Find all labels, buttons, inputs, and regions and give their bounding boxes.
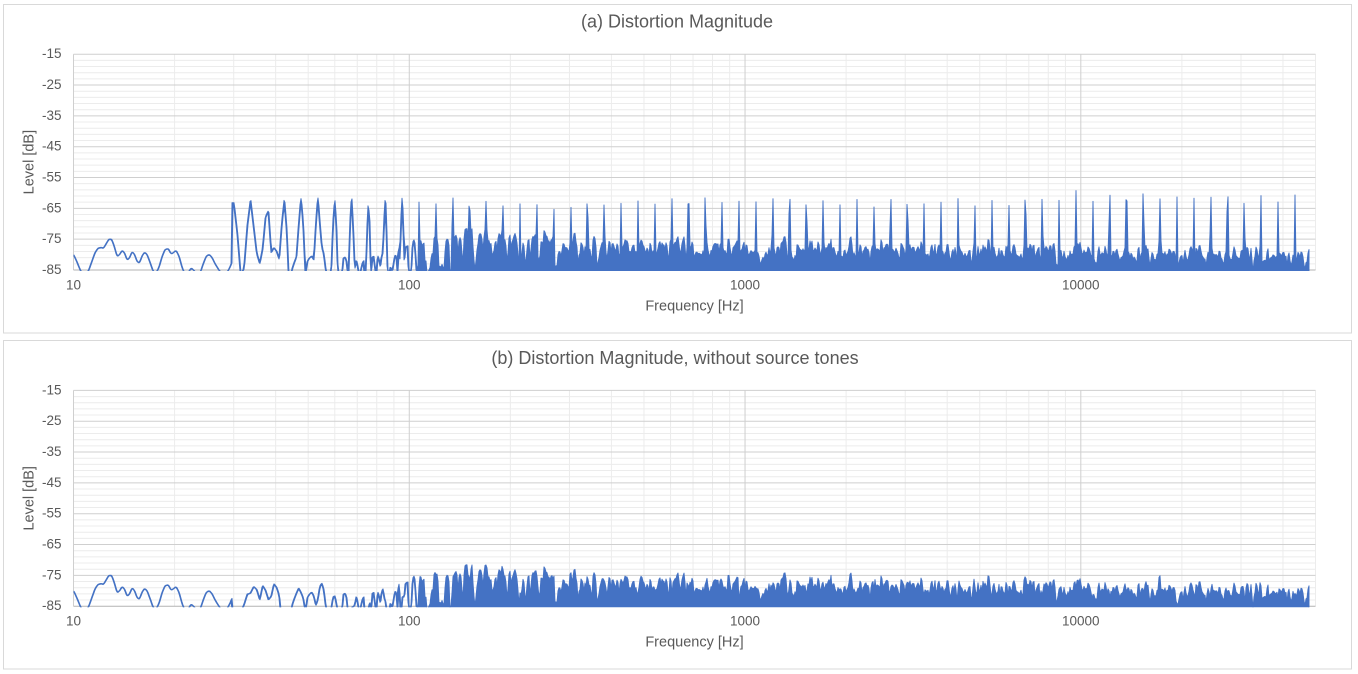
svg-text:10000: 10000 bbox=[1062, 614, 1100, 629]
svg-text:10: 10 bbox=[66, 614, 81, 629]
svg-text:100: 100 bbox=[398, 614, 421, 629]
svg-text:-75: -75 bbox=[42, 231, 62, 246]
svg-text:-65: -65 bbox=[42, 537, 62, 552]
svg-text:Level [dB]: Level [dB] bbox=[22, 466, 38, 531]
svg-text:100: 100 bbox=[398, 277, 421, 292]
svg-text:Frequency [Hz]: Frequency [Hz] bbox=[645, 298, 743, 314]
svg-text:1000: 1000 bbox=[730, 614, 760, 629]
svg-text:Frequency [Hz]: Frequency [Hz] bbox=[645, 635, 743, 651]
svg-text:1000: 1000 bbox=[730, 277, 760, 292]
svg-text:10000: 10000 bbox=[1062, 277, 1100, 292]
svg-text:-65: -65 bbox=[42, 200, 62, 215]
svg-text:-85: -85 bbox=[42, 262, 62, 277]
svg-text:-45: -45 bbox=[42, 475, 62, 490]
svg-text:-55: -55 bbox=[42, 170, 62, 185]
svg-text:-25: -25 bbox=[42, 413, 62, 428]
svg-text:-85: -85 bbox=[42, 598, 62, 613]
svg-text:-15: -15 bbox=[42, 382, 62, 397]
svg-text:10: 10 bbox=[66, 277, 81, 292]
svg-text:-35: -35 bbox=[42, 108, 62, 123]
svg-text:-25: -25 bbox=[42, 77, 62, 92]
svg-text:-35: -35 bbox=[42, 444, 62, 459]
svg-text:(a) Distortion Magnitude: (a) Distortion Magnitude bbox=[581, 12, 773, 32]
svg-text:(b) Distortion Magnitude, with: (b) Distortion Magnitude, without source… bbox=[491, 348, 858, 368]
svg-text:-75: -75 bbox=[42, 567, 62, 582]
svg-text:Level [dB]: Level [dB] bbox=[22, 130, 38, 195]
svg-text:-45: -45 bbox=[42, 139, 62, 154]
svg-text:-55: -55 bbox=[42, 506, 62, 521]
svg-text:-15: -15 bbox=[42, 46, 62, 61]
